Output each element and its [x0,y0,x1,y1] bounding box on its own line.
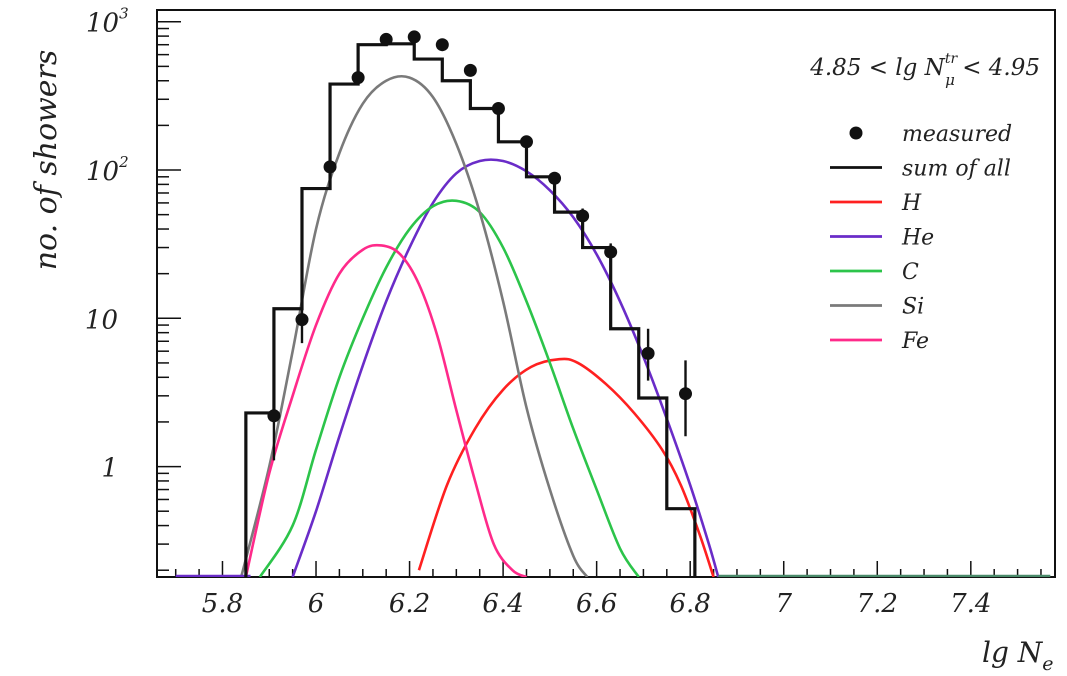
legend-label: H [901,191,922,216]
legend-marker [849,126,863,140]
legend-item: C [830,260,919,285]
y-tick-label-exponent: 2 [118,153,129,171]
y-tick-label-exponent: 3 [119,5,129,23]
measured-marker [351,71,365,85]
y-tick-label: 10 [85,305,118,335]
component-curves [175,74,1051,577]
measured-point [435,38,449,52]
x-tick-label: 6.4 [482,589,523,619]
measured-point [519,135,533,149]
measured-marker [491,101,505,115]
measured-point [295,294,309,344]
legend: measured sum of all H He C Si Fe [830,122,1012,354]
legend-label: sum of all [902,157,1011,182]
cut-annotation-pre: 4.85 < lg N [809,55,945,81]
y-tick-label: 102 [86,153,129,187]
measured-point [491,101,505,115]
x-tick-label: 7.2 [857,589,898,619]
x-axis-label-sub: e [1042,653,1053,675]
x-axis-label-main: lg N [982,636,1044,669]
legend-item: H [830,191,922,216]
cut-annotation-sup: tr [945,51,959,67]
x-tick-label: 7.4 [950,589,991,619]
legend-label: Si [902,295,924,320]
legend-item: Fe [830,329,929,354]
measured-marker [519,135,533,149]
measured-point [267,375,281,461]
measured-marker [379,32,393,46]
y-axis-label: no. of showers [29,50,64,271]
measured-point [379,32,393,46]
x-tick-label: 6.8 [670,589,711,619]
sum-of-all-histogram [244,42,697,577]
measured-points [267,30,693,461]
x-tick-label: 5.8 [202,589,243,619]
measured-point [641,328,655,381]
measured-marker [576,209,590,223]
x-tick-label: 6 [308,589,325,619]
measured-point [679,360,693,437]
cut-annotation-sub: μ [945,71,955,89]
series-curve-c [258,199,640,577]
legend-label: He [901,226,934,251]
measured-point [604,243,618,262]
measured-point [323,158,337,176]
legend-label: C [902,260,919,285]
plot-frame [156,9,1056,578]
measured-marker [407,30,421,44]
sum-of-all-line [244,42,697,577]
legend-item: sum of all [830,157,1011,182]
y-tick-label-base: 10 [86,157,119,187]
series-curve-fe [244,243,528,577]
measured-point [548,171,562,185]
legend-label: Fe [901,329,929,354]
measured-marker [463,63,477,77]
series-curve-si [239,74,589,577]
x-tick-label: 6.6 [576,589,617,619]
measured-marker [435,38,449,52]
y-tick-label: 103 [86,5,129,39]
measured-marker [295,313,309,327]
cut-annotation: 4.85 < lg Ntr μ < 4.95 [809,51,1040,89]
legend-label: measured [902,122,1012,147]
cut-annotation-post: < 4.95 [955,55,1040,81]
measured-point [576,208,590,223]
measured-point [351,71,365,85]
measured-marker [679,387,693,401]
measured-point [407,30,421,44]
measured-marker [604,245,618,259]
legend-item: measured [849,122,1012,147]
x-tick-label: 7 [775,589,792,619]
measured-marker [641,346,655,360]
series-curve-h [417,357,715,577]
legend-item: He [830,226,934,251]
y-tick-label: 1 [101,454,118,484]
x-tick-label: 6.2 [389,589,430,619]
y-tick-label-base: 10 [86,9,119,39]
x-axis-label: lg Ne [982,636,1054,675]
measured-marker [267,409,281,423]
measured-marker [323,160,337,174]
measured-point [463,63,477,77]
measured-marker [548,171,562,185]
series-curve-he [291,158,720,577]
legend-item: Si [830,295,924,320]
